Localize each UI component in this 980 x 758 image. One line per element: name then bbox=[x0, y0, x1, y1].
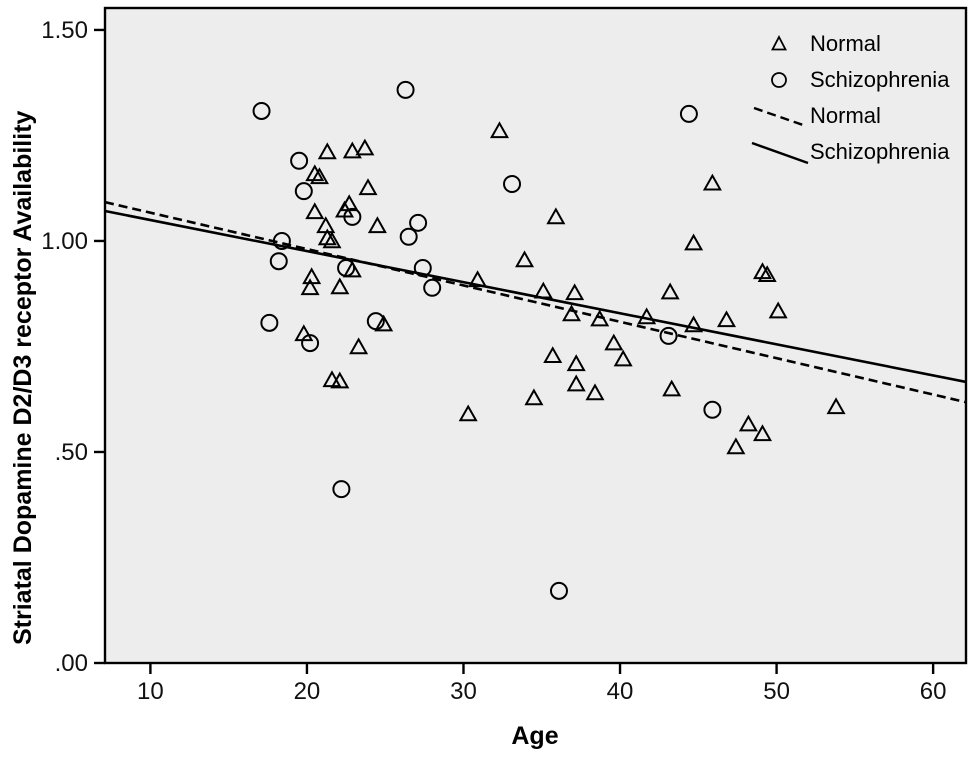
x-tick-label: 20 bbox=[294, 678, 321, 705]
point-normal bbox=[355, 138, 375, 156]
point-normal bbox=[309, 167, 329, 185]
point-normal bbox=[702, 173, 722, 191]
point-schizophrenia bbox=[409, 213, 428, 232]
point-normal bbox=[565, 283, 585, 301]
fit-line-normal bbox=[104, 200, 967, 404]
point-schizophrenia bbox=[659, 326, 678, 345]
point-normal bbox=[637, 307, 657, 325]
point-normal bbox=[585, 383, 605, 401]
point-schizophrenia bbox=[679, 104, 698, 123]
point-normal bbox=[515, 250, 535, 268]
point-normal bbox=[305, 164, 325, 182]
point-normal bbox=[305, 202, 325, 220]
point-schizophrenia bbox=[269, 252, 288, 271]
y-tick-label: .00 bbox=[55, 650, 88, 677]
point-normal bbox=[561, 304, 582, 322]
plot-background bbox=[105, 8, 966, 663]
point-normal bbox=[752, 262, 773, 280]
point-schizophrenia bbox=[301, 334, 320, 353]
point-schizophrenia bbox=[396, 80, 415, 99]
dashed-line-icon bbox=[748, 101, 810, 131]
legend-item-schizophrenia-marker: Schizophrenia bbox=[748, 62, 970, 97]
point-schizophrenia bbox=[294, 182, 313, 201]
legend-item-normal-marker: Normal bbox=[748, 26, 970, 61]
point-normal bbox=[458, 404, 478, 422]
plot-border bbox=[103, 6, 968, 665]
x-tick-label: 40 bbox=[607, 678, 634, 705]
point-normal bbox=[358, 178, 378, 196]
point-schizophrenia bbox=[399, 227, 418, 246]
legend-label: Normal bbox=[810, 102, 881, 128]
solid-line-icon bbox=[748, 137, 810, 167]
y-tick-label: 1.50 bbox=[41, 17, 88, 44]
point-normal bbox=[374, 314, 394, 332]
point-normal bbox=[524, 388, 544, 406]
point-schizophrenia bbox=[366, 312, 385, 331]
x-tick-label: 60 bbox=[920, 678, 947, 705]
y-tick-label: .50 bbox=[55, 439, 88, 466]
x-axis-title: Age bbox=[511, 722, 559, 750]
legend-label: Normal bbox=[810, 30, 881, 56]
point-normal bbox=[726, 437, 746, 455]
point-normal bbox=[330, 371, 350, 389]
point-normal bbox=[604, 333, 624, 351]
point-normal bbox=[300, 278, 320, 296]
point-schizophrenia bbox=[549, 581, 568, 600]
point-schizophrenia bbox=[332, 480, 351, 499]
y-tick-label: 1.00 bbox=[41, 228, 88, 255]
point-normal bbox=[757, 265, 777, 283]
point-normal bbox=[660, 282, 680, 300]
point-normal bbox=[342, 141, 362, 159]
legend-item-normal-line: Normal bbox=[748, 98, 970, 133]
point-normal bbox=[367, 216, 387, 234]
legend-label: Schizophrenia bbox=[810, 66, 950, 92]
x-tick-label: 30 bbox=[450, 678, 477, 705]
point-normal bbox=[613, 349, 633, 367]
point-schizophrenia bbox=[503, 174, 522, 193]
legend: Normal Schizophrenia Normal Schizophreni… bbox=[748, 26, 970, 169]
point-normal bbox=[543, 346, 563, 364]
legend-item-schizophrenia-line: Schizophrenia bbox=[748, 134, 970, 169]
point-normal bbox=[566, 354, 586, 372]
point-normal bbox=[566, 374, 586, 392]
point-normal bbox=[684, 233, 704, 251]
point-normal bbox=[349, 337, 369, 355]
legend-label: Schizophrenia bbox=[810, 138, 950, 164]
point-normal bbox=[342, 260, 362, 278]
point-schizophrenia bbox=[703, 400, 722, 419]
point-normal bbox=[317, 142, 337, 160]
point-normal bbox=[716, 310, 736, 328]
point-schizophrenia bbox=[260, 313, 279, 332]
point-normal bbox=[330, 277, 350, 295]
point-normal bbox=[826, 397, 846, 415]
point-normal bbox=[294, 324, 314, 342]
point-normal bbox=[738, 414, 758, 432]
point-normal bbox=[752, 424, 773, 442]
point-schizophrenia bbox=[423, 278, 442, 297]
point-schizophrenia bbox=[252, 101, 271, 120]
fit-line-schizophrenia bbox=[104, 209, 967, 384]
point-normal bbox=[768, 301, 788, 319]
point-normal bbox=[322, 231, 342, 249]
circle-marker-icon bbox=[748, 65, 810, 95]
triangle-marker-icon bbox=[748, 29, 810, 59]
y-axis-title: Striatal Dopamine D2/D3 receptor Availab… bbox=[9, 110, 37, 645]
point-normal bbox=[546, 207, 566, 225]
point-normal bbox=[317, 228, 337, 246]
point-normal bbox=[662, 379, 682, 397]
point-normal bbox=[489, 121, 510, 139]
x-tick-label: 10 bbox=[137, 678, 164, 705]
x-tick-label: 50 bbox=[763, 678, 790, 705]
point-normal bbox=[684, 315, 704, 333]
point-schizophrenia bbox=[343, 207, 362, 226]
point-schizophrenia bbox=[290, 151, 309, 170]
